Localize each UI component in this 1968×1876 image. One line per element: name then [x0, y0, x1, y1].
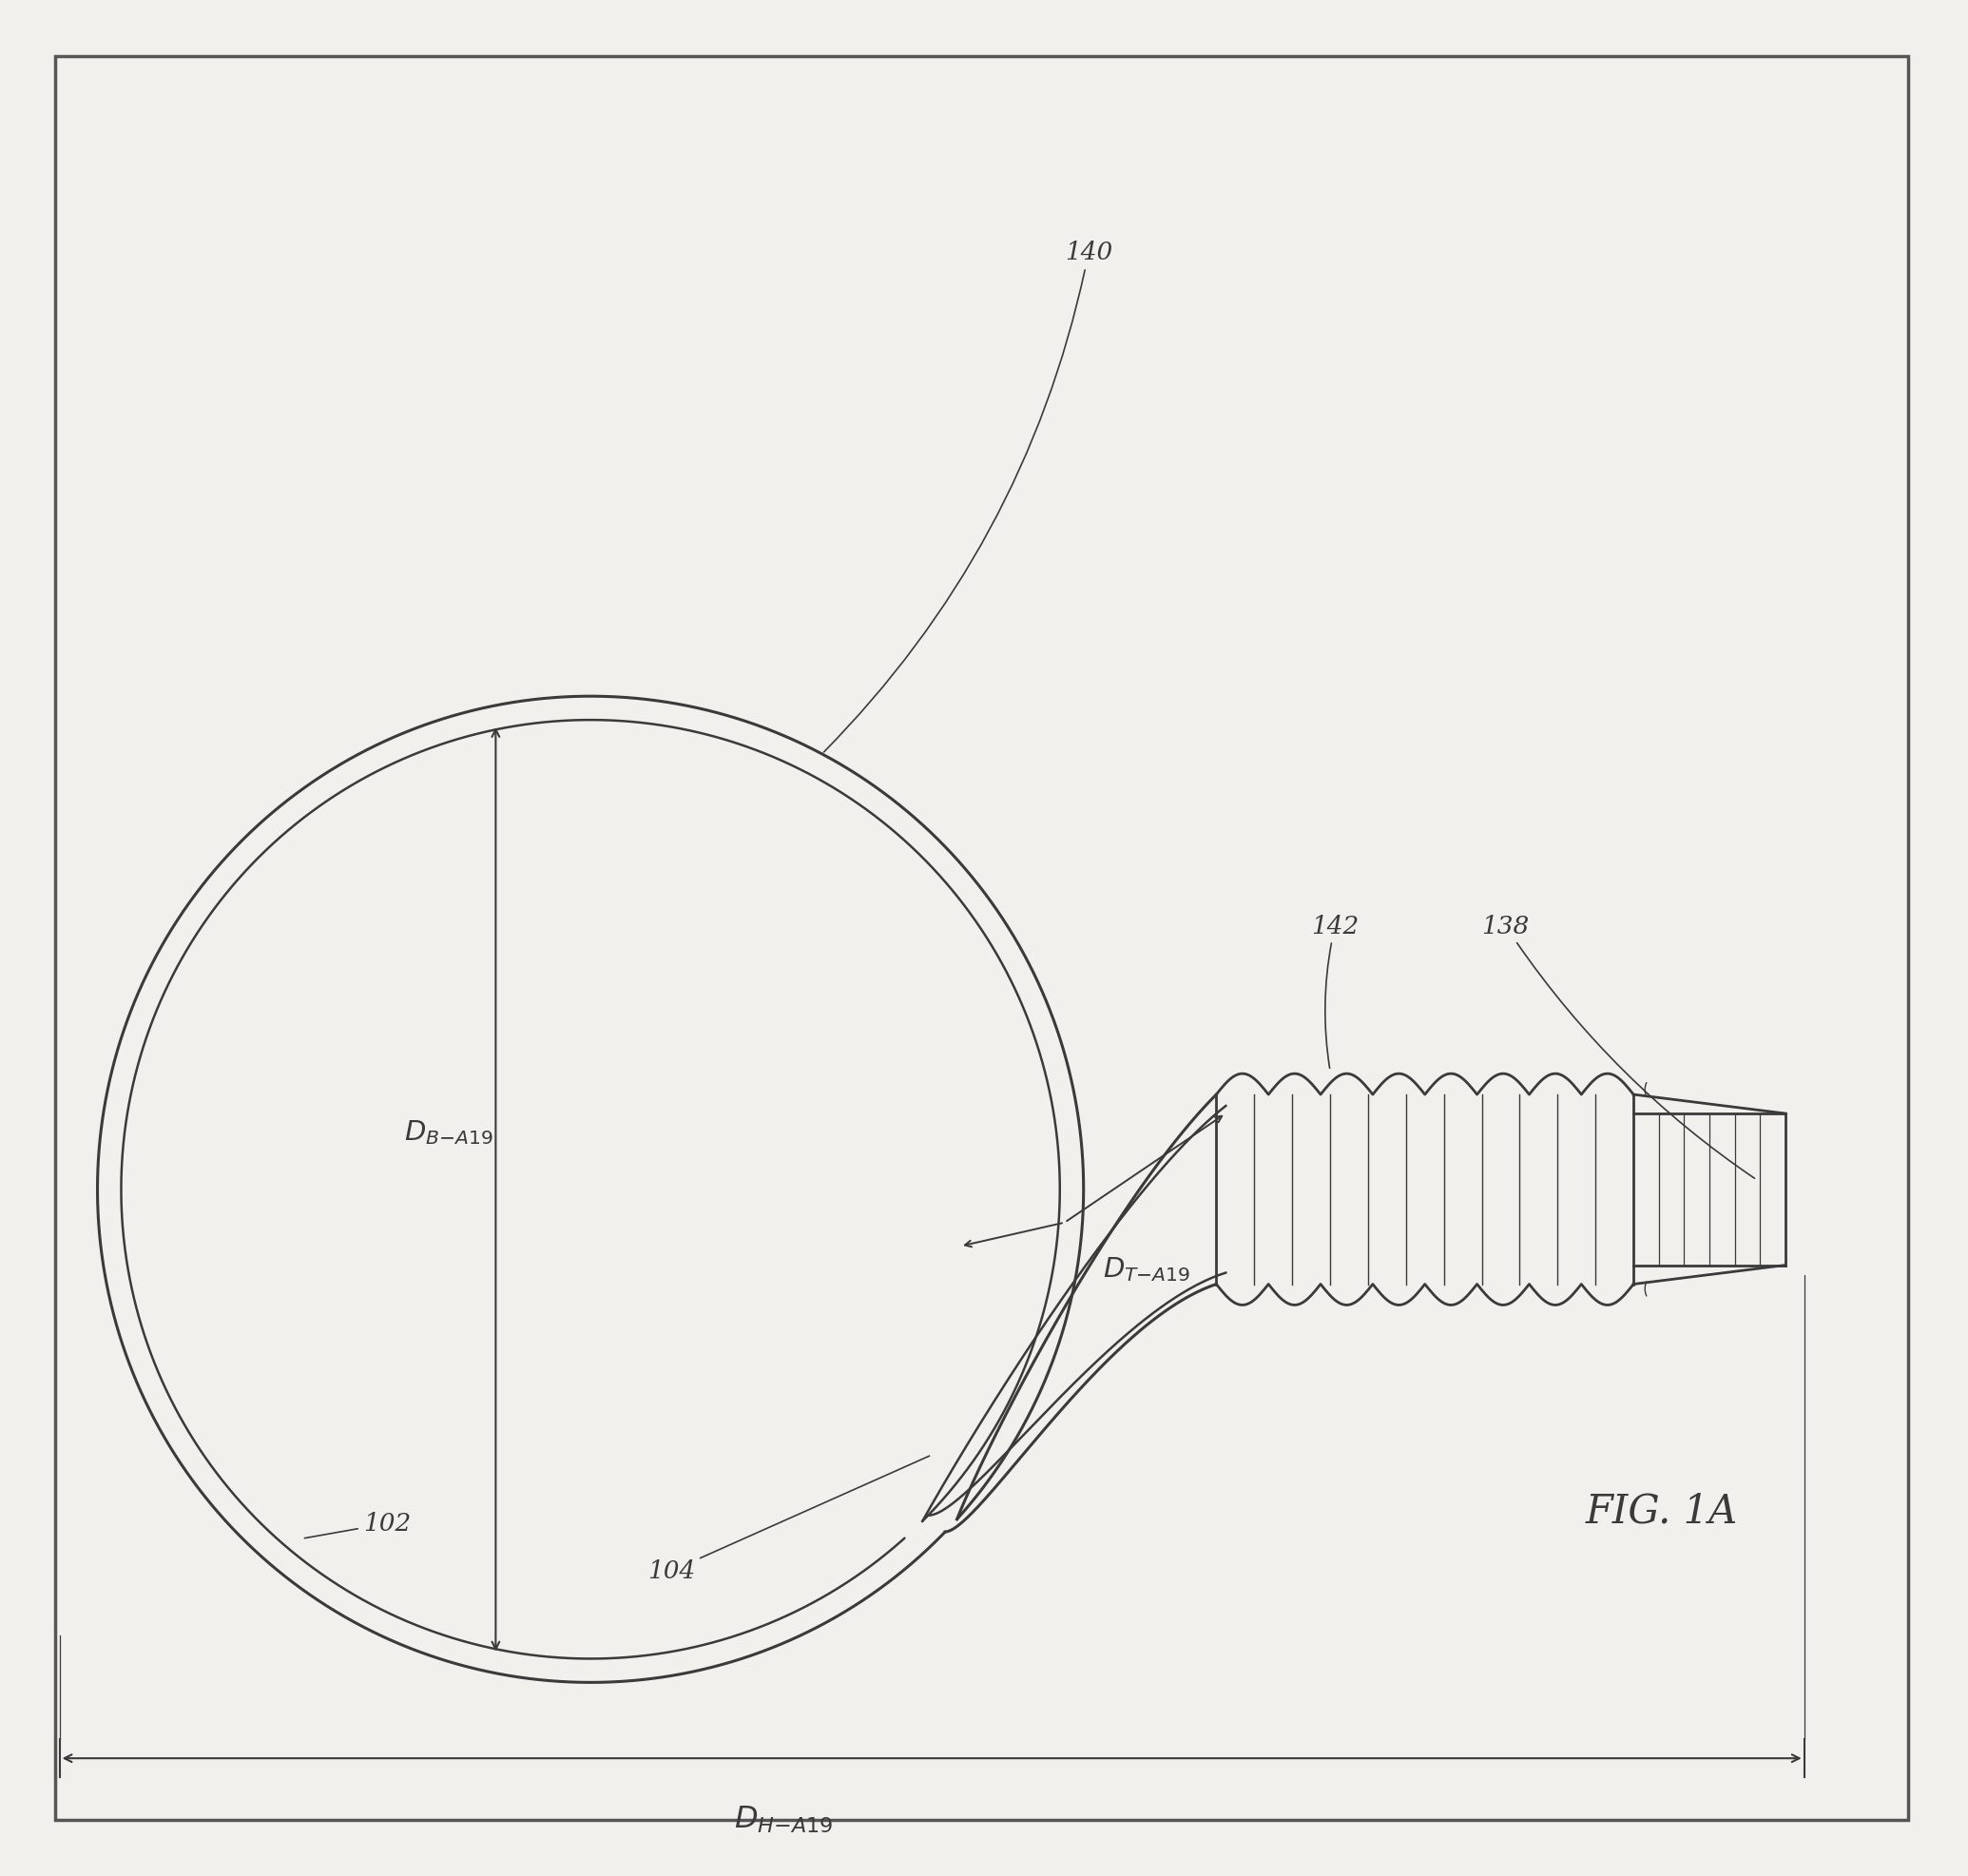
Text: 104: 104 [647, 1456, 929, 1583]
Text: FIG. 1A: FIG. 1A [1586, 1491, 1738, 1531]
Text: 140: 140 [825, 240, 1112, 752]
Text: $\mathit{D}_{H\mathit{-}A19}$: $\mathit{D}_{H\mathit{-}A19}$ [734, 1805, 832, 1835]
Text: $\mathit{D}_{B\mathit{-}A19}$: $\mathit{D}_{B\mathit{-}A19}$ [403, 1118, 492, 1146]
Text: 102: 102 [305, 1512, 411, 1538]
Text: $\mathit{D}_{T\mathit{-}A19}$: $\mathit{D}_{T\mathit{-}A19}$ [1102, 1255, 1191, 1283]
Text: 138: 138 [1482, 914, 1755, 1178]
Text: 142: 142 [1311, 914, 1358, 1067]
